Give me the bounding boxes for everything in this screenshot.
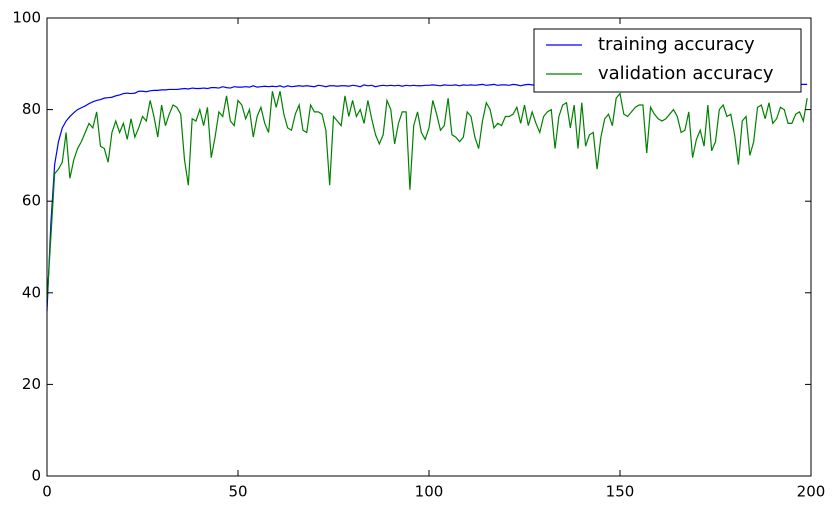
y-tick-label: 80: [22, 100, 41, 118]
x-tick-label: 0: [42, 483, 52, 501]
y-tick-label: 40: [22, 283, 41, 301]
x-tick-label: 150: [606, 483, 635, 501]
y-tick-label: 60: [22, 192, 41, 210]
line-series: [46, 91, 808, 302]
y-tick-label: 0: [31, 467, 41, 485]
x-tick-label: 50: [228, 483, 247, 501]
legend-label: training accuracy: [598, 34, 755, 55]
legend-box: [533, 28, 802, 93]
y-tick-label: 20: [22, 375, 41, 393]
x-tick-label: 200: [797, 483, 826, 501]
legend-label: validation accuracy: [598, 63, 774, 84]
y-tick-label: 100: [12, 9, 41, 27]
x-tick-label: 100: [415, 483, 444, 501]
legend: training accuracy validation accuracy: [533, 28, 802, 93]
